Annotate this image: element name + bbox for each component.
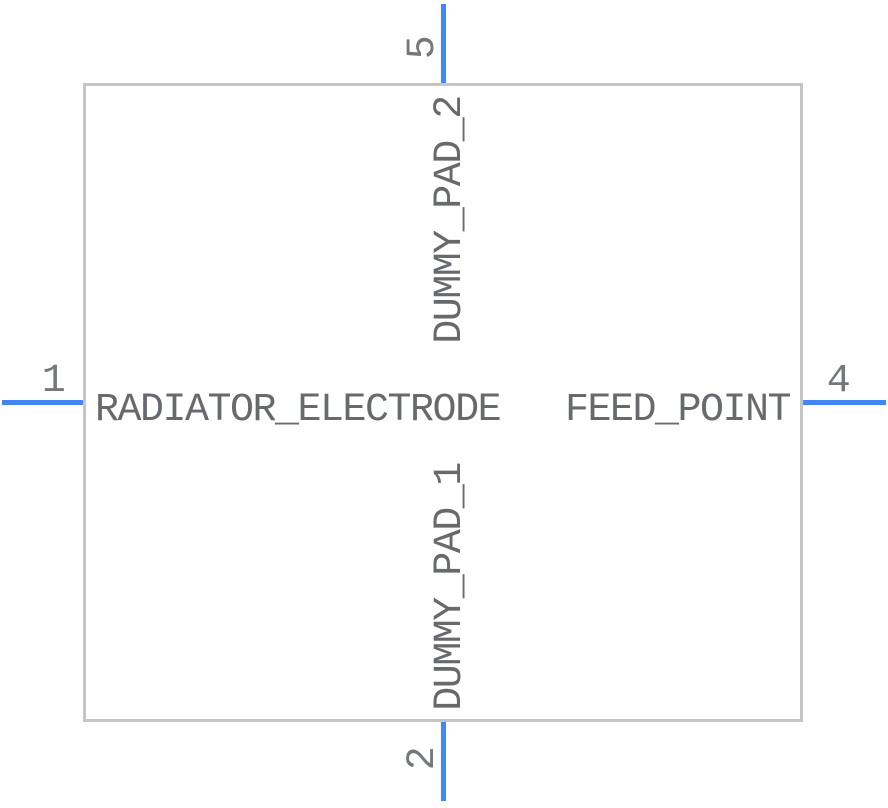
pin-number-left: 1 (41, 359, 66, 404)
pin-name-feed-point: FEED_POINT (564, 388, 792, 433)
pin-line-right (803, 400, 886, 405)
pin-number-bottom: 2 (401, 747, 446, 771)
pin-line-bottom (441, 722, 446, 801)
pin-name-dummy-pad-1: DUMMY_PAD_1 (428, 463, 473, 711)
pin-number-right: 4 (826, 359, 851, 404)
pin-line-top (441, 4, 446, 83)
pin-number-top: 5 (401, 36, 446, 60)
pin-name-radiator-electrode: RADIATOR_ELECTRODE (95, 388, 502, 433)
pin-name-dummy-pad-2: DUMMY_PAD_2 (428, 96, 473, 344)
symbol-body-outline (83, 83, 803, 722)
pin-line-left (2, 400, 83, 405)
